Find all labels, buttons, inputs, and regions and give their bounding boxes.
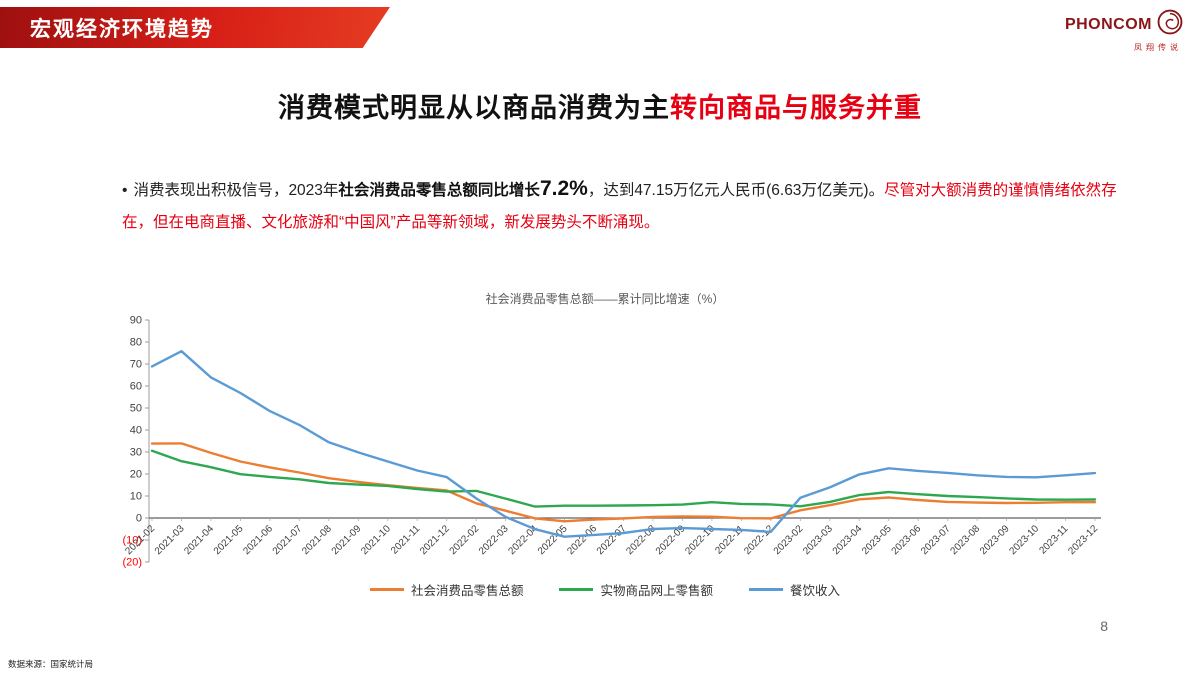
bullet-text-figure: 7.2% — [539, 177, 588, 200]
svg-text:2021-06: 2021-06 — [241, 523, 275, 557]
bullet-text-bold: 社会消费品零售总额同比增长 — [338, 182, 540, 199]
chart-legend: 社会消费品零售总额 实物商品网上零售额 餐饮收入 — [100, 580, 1110, 599]
line-chart: (20)(10)01020304050607080902021-022021-0… — [122, 315, 1101, 569]
legend-label-retail: 社会消费品零售总额 — [410, 584, 524, 598]
svg-text:30: 30 — [130, 447, 142, 459]
svg-text:50: 50 — [130, 403, 142, 415]
bullet-dot: • — [122, 182, 128, 199]
legend-swatch-catering — [749, 588, 783, 591]
legend-swatch-retail — [369, 588, 404, 591]
svg-text:(10): (10) — [122, 535, 142, 547]
svg-text:20: 20 — [130, 469, 142, 481]
svg-text:60: 60 — [130, 381, 142, 393]
bullet-text-1: 消费表现出积极信号，2023年 — [133, 182, 339, 199]
svg-text:2023-09: 2023-09 — [978, 523, 1012, 557]
svg-text:2021-03: 2021-03 — [153, 523, 187, 557]
chart-block: 社会消费品零售总额——累计同比增速（%） (20) (10) 0 10 20 30 40 50… — [100, 290, 1110, 599]
svg-text:90: 90 — [130, 315, 142, 327]
logo-subtitle: 凤翔传说 — [1134, 43, 1182, 52]
svg-text:2023-05: 2023-05 — [860, 523, 894, 557]
svg-text:2023-02: 2023-02 — [772, 523, 806, 557]
svg-text:2023-12: 2023-12 — [1066, 523, 1100, 557]
legend-item-catering: 餐饮收入 — [749, 580, 840, 599]
svg-text:40: 40 — [130, 425, 142, 437]
data-source: 数据来源：国家统计局 — [8, 659, 94, 669]
svg-text:10: 10 — [130, 491, 142, 503]
svg-text:2023-11: 2023-11 — [1037, 523, 1071, 557]
header-banner: 宏观经济环境趋势 — [0, 7, 390, 48]
company-logo: PHONCOM 凤翔传说 — [1065, 8, 1184, 53]
svg-text:2023-06: 2023-06 — [890, 523, 924, 557]
svg-text:2022-07: 2022-07 — [595, 523, 629, 557]
svg-text:0: 0 — [136, 513, 142, 525]
logo-text: PHONCOM — [1064, 15, 1152, 33]
svg-text:2023-04: 2023-04 — [831, 523, 865, 557]
bullet-paragraph: • 消费表现出积极信号，2023年社会消费品零售总额同比增长7.2%，达到47.1… — [122, 170, 1130, 238]
svg-text:2021-10: 2021-10 — [359, 523, 393, 557]
svg-text:2021-08: 2021-08 — [300, 523, 334, 557]
svg-text:2022-02: 2022-02 — [448, 523, 482, 557]
svg-text:80: 80 — [130, 337, 142, 349]
svg-text:2021-11: 2021-11 — [389, 523, 423, 557]
legend-swatch-online — [559, 588, 594, 591]
slide-title-red: 转向商品与服务并重 — [670, 93, 922, 123]
bullet-text-2: ，达到47.15万亿元人民币(6.63万亿美元)。 — [587, 182, 885, 199]
svg-text:2023-03: 2023-03 — [801, 523, 835, 557]
svg-text:2021-05: 2021-05 — [212, 523, 246, 557]
svg-text:2022-06: 2022-06 — [565, 523, 599, 557]
svg-text:2023-07: 2023-07 — [919, 523, 953, 557]
svg-text:2023-10: 2023-10 — [1007, 523, 1041, 557]
svg-text:2022-05: 2022-05 — [536, 523, 570, 557]
bullet-text-red: 尽管对大额消费的谨慎情绪依然存在，但在电商直播、文化旅游和“中国风”产品等新领域… — [122, 182, 1117, 231]
legend-item-online: 实物商品网上零售额 — [559, 580, 713, 599]
svg-text:2021-12: 2021-12 — [418, 523, 452, 557]
legend-item-retail: 社会消费品零售总额 — [369, 580, 524, 599]
svg-text:2022-12: 2022-12 — [742, 523, 776, 557]
page-number: 8 — [1100, 618, 1108, 634]
svg-text:2022-03: 2022-03 — [477, 523, 511, 557]
chart-title: 社会消费品零售总额——累计同比增速（%） — [485, 292, 725, 306]
svg-text:2021-07: 2021-07 — [271, 523, 305, 557]
slide-title-black: 消费模式明显从以商品消费为主 — [278, 93, 670, 123]
svg-text:(20): (20) — [122, 557, 142, 569]
legend-label-online: 实物商品网上零售额 — [600, 584, 713, 598]
phoenix-swirl-icon — [1156, 8, 1184, 41]
svg-text:2021-04: 2021-04 — [182, 523, 216, 557]
svg-text:2023-08: 2023-08 — [948, 523, 982, 557]
banner-title: 宏观经济环境趋势 — [30, 17, 214, 41]
svg-text:70: 70 — [130, 359, 142, 371]
legend-label-catering: 餐饮收入 — [790, 584, 841, 598]
slide-title: 消费模式明显从以商品消费为主转向商品与服务并重 — [0, 86, 1200, 125]
svg-text:2021-09: 2021-09 — [330, 523, 364, 557]
